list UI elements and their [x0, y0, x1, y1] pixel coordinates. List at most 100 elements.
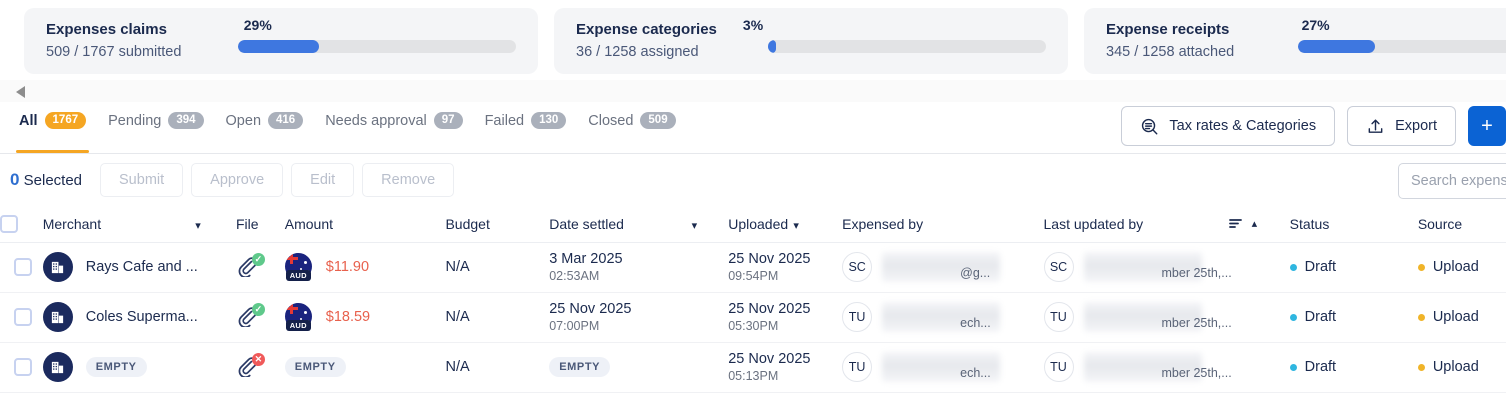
- redacted-name: [882, 302, 1001, 332]
- tab-failed[interactable]: Failed 130: [474, 102, 578, 153]
- chevron-up-icon[interactable]: ▴: [1251, 218, 1258, 231]
- tab-count-badge: 416: [268, 112, 304, 129]
- select-all-checkbox[interactable]: [0, 214, 18, 233]
- status-dot: [1289, 363, 1297, 371]
- card-labels: Expenses claims 509 / 1767 submitted: [46, 20, 214, 62]
- avatar: SC: [1043, 252, 1074, 282]
- merchant-cell: Coles Superma...: [42, 302, 236, 332]
- status-badge: Draft: [1289, 259, 1418, 275]
- header-merchant[interactable]: Merchant: [42, 206, 196, 243]
- add-expense-button[interactable]: +: [1468, 106, 1506, 146]
- tab-all[interactable]: All 1767: [8, 102, 97, 153]
- merchant-empty-badge: EMPTY: [85, 357, 147, 377]
- export-button[interactable]: Export: [1347, 106, 1456, 146]
- remove-button[interactable]: Remove: [362, 163, 455, 197]
- chevron-down-icon[interactable]: ▾: [195, 219, 201, 232]
- paperclip-icon[interactable]: [236, 257, 258, 281]
- tab-count-badge: 130: [531, 112, 567, 129]
- attachment-status[interactable]: ✓: [236, 303, 265, 331]
- status-label: Draft: [1304, 259, 1337, 275]
- paperclip-icon[interactable]: [236, 357, 258, 381]
- card-subtitle: 36 / 1258 assigned: [576, 44, 699, 60]
- amount-cell: AUD $11.90: [284, 253, 446, 281]
- header-file[interactable]: File: [235, 206, 285, 243]
- row-checkbox[interactable]: [14, 258, 32, 276]
- header-source[interactable]: Source: [1417, 206, 1506, 243]
- header-amount[interactable]: Amount: [284, 206, 446, 243]
- table-row[interactable]: Coles Superma... ✓ AUD $18.59 N/A 25 Nov 2025…: [0, 292, 1506, 343]
- check-badge-icon: ✓: [251, 303, 265, 316]
- source-label: Upload: [1432, 259, 1479, 275]
- chevron-down-icon[interactable]: ▾: [793, 219, 799, 232]
- currency-flag-badge: AUD: [284, 253, 312, 281]
- header-last-updated-sort[interactable]: ▴: [1228, 206, 1290, 243]
- header-date-settled[interactable]: Date settled: [549, 206, 692, 243]
- search-expenses-box[interactable]: [1398, 163, 1506, 199]
- row-checkbox[interactable]: [14, 308, 32, 326]
- row-checkbox[interactable]: [14, 358, 32, 376]
- attachment-status[interactable]: ✕: [236, 353, 265, 381]
- tab-pending[interactable]: Pending 394: [97, 102, 214, 153]
- tab-open[interactable]: Open 416: [215, 102, 315, 153]
- header-uploaded-sort[interactable]: ▾: [793, 206, 843, 243]
- tab-count-badge: 394: [168, 112, 204, 129]
- uploaded-cell: 25 Nov 2025 05:30PM: [728, 300, 842, 334]
- selected-count: 0 Selected: [10, 170, 82, 190]
- selected-count-number: 0: [10, 170, 20, 189]
- tab-label: Pending: [108, 112, 162, 129]
- header-expensed-by[interactable]: Expensed by: [842, 206, 1044, 243]
- redacted-detail: ech...: [960, 316, 991, 330]
- card-progress: 29%: [214, 17, 516, 53]
- card-labels: Expense categories 36 / 1258 assigned: [576, 20, 744, 62]
- avatar: TU: [1043, 352, 1074, 382]
- tab-closed[interactable]: Closed 509: [577, 102, 686, 153]
- date-settled-time: 07:00PM: [549, 319, 600, 333]
- redacted-detail: mber 25th,...: [1161, 316, 1232, 330]
- avatar: TU: [842, 302, 873, 332]
- table-row[interactable]: EMPTY ✕ EMPTY N/A EMPTY 25 Nov 2025 05:13PM TU e…: [0, 342, 1506, 393]
- progress-fill: [1298, 39, 1375, 53]
- tab-needs-approval[interactable]: Needs approval 97: [314, 102, 473, 153]
- source-dot: [1417, 363, 1425, 371]
- approve-button[interactable]: Approve: [191, 163, 284, 197]
- summary-card-expense-categories: Expense categories 36 / 1258 assigned 3%: [554, 8, 1068, 74]
- chevron-down-icon[interactable]: ▾: [691, 219, 698, 232]
- header-merchant-sort[interactable]: ▾: [195, 206, 236, 243]
- search-input[interactable]: [1411, 173, 1506, 189]
- header-budget[interactable]: Budget: [445, 206, 550, 243]
- tab-count-badge: 509: [640, 112, 676, 129]
- tax-rates-categories-button[interactable]: Tax rates & Categories: [1121, 106, 1336, 146]
- upload-icon: [1366, 117, 1385, 136]
- progress-percent: 29%: [243, 16, 272, 33]
- sort-lines-icon[interactable]: [1228, 216, 1242, 232]
- progress-fill: [238, 39, 319, 53]
- avatar: TU: [1043, 302, 1074, 332]
- header-last-updated-by[interactable]: Last updated by: [1043, 206, 1229, 243]
- edit-button[interactable]: Edit: [291, 163, 355, 197]
- paperclip-icon[interactable]: [236, 307, 258, 331]
- expensed-by-cell: TU ech...: [842, 352, 1043, 382]
- error-badge-icon: ✕: [251, 353, 265, 366]
- source-badge: Upload: [1417, 359, 1506, 375]
- header-date-settled-sort[interactable]: ▾: [691, 206, 729, 243]
- table-row[interactable]: Rays Cafe and ... ✓ AUD $11.90 N/A 3 Mar 2025…: [0, 242, 1506, 293]
- source-badge: Upload: [1417, 309, 1506, 325]
- source-badge: Upload: [1417, 259, 1506, 275]
- uploaded-time: 09:54PM: [728, 269, 779, 283]
- uploaded-time: 05:13PM: [728, 369, 779, 383]
- attachment-status[interactable]: ✓: [236, 253, 265, 281]
- left-arrow-icon[interactable]: [16, 86, 25, 98]
- header-uploaded[interactable]: Uploaded: [728, 206, 794, 243]
- redacted-name: [1083, 302, 1202, 332]
- card-labels: Expense receipts 345 / 1258 attached: [1106, 20, 1274, 62]
- card-title: Expense receipts: [1106, 21, 1230, 38]
- date-settled-cell: 25 Nov 2025 07:00PM: [549, 300, 728, 334]
- header-status[interactable]: Status: [1289, 206, 1418, 243]
- card-title: Expenses claims: [46, 21, 167, 38]
- source-label: Upload: [1432, 359, 1479, 375]
- redacted-detail: ech...: [960, 366, 991, 380]
- expenses-table: Merchant ▾ File Amount Budget Date settl…: [0, 206, 1506, 393]
- tab-label: All: [19, 112, 38, 129]
- progress-track: [768, 39, 1046, 53]
- submit-button[interactable]: Submit: [100, 163, 184, 197]
